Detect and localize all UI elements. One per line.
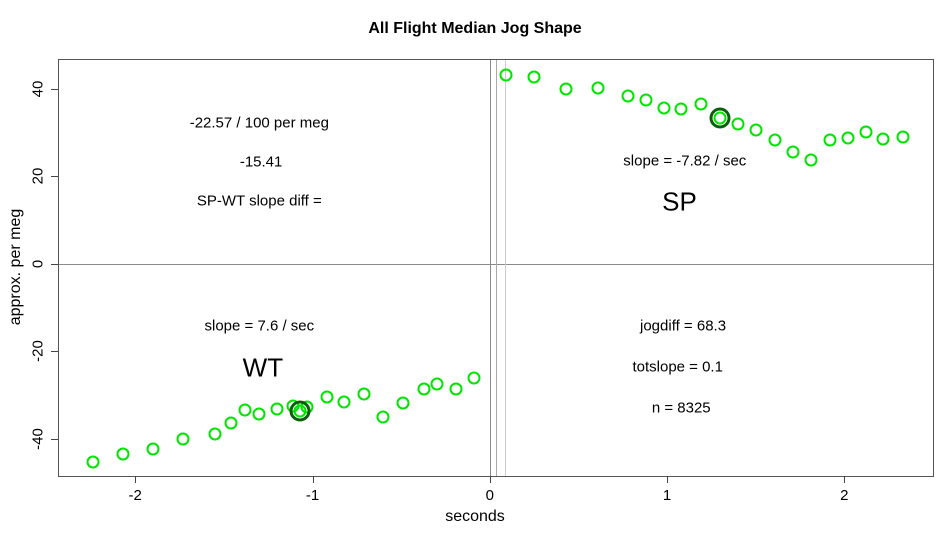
data-point-wt <box>238 403 252 417</box>
data-point-sp <box>749 123 763 137</box>
highlight-ring-sp <box>709 107 731 129</box>
x-tick-label: 0 <box>485 487 494 504</box>
data-point-sp <box>786 145 800 159</box>
chart-title: All Flight Median Jog Shape <box>368 20 582 37</box>
data-point-wt <box>270 402 284 416</box>
annotation-text: slope = -7.82 / sec <box>623 152 747 170</box>
y-tick-label: 0 <box>29 259 47 269</box>
zero-hline <box>59 263 933 265</box>
y-tick-label: -40 <box>29 427 47 450</box>
annotation-text: jogdiff = 68.3 <box>640 317 727 335</box>
data-point-wt <box>449 382 463 396</box>
data-point-sp <box>657 101 671 115</box>
data-point-wt <box>430 377 444 391</box>
data-point-sp <box>841 131 855 145</box>
zero-vline <box>489 60 491 476</box>
data-point-sp <box>768 133 782 147</box>
y-tick-label: -20 <box>29 340 47 363</box>
data-point-wt <box>252 407 266 421</box>
data-point-wt <box>224 416 238 430</box>
aux-vline <box>496 60 498 476</box>
data-point-sp <box>559 82 573 96</box>
x-tick <box>844 476 846 483</box>
aux-vline <box>505 60 507 476</box>
x-tick-label: 2 <box>840 487 849 504</box>
y-tick-label: 40 <box>29 80 47 98</box>
data-point-sp <box>896 130 910 144</box>
highlight-ring-wt <box>289 400 311 422</box>
data-point-sp <box>621 89 635 103</box>
data-point-sp <box>527 70 541 84</box>
x-tick-label: -1 <box>305 487 320 504</box>
data-point-sp <box>591 81 605 95</box>
annotation-text: SP <box>662 186 697 217</box>
data-point-sp <box>804 153 818 167</box>
annotation-text: -22.57 / 100 per meg <box>189 114 329 132</box>
y-tick <box>51 438 58 440</box>
annotation-text: SP-WT slope diff = <box>196 192 322 210</box>
data-point-wt <box>357 387 371 401</box>
data-point-wt <box>176 432 190 446</box>
data-point-wt <box>467 371 481 385</box>
data-point-wt <box>376 410 390 424</box>
y-tick <box>51 351 58 353</box>
x-axis-label: seconds <box>445 508 505 525</box>
data-point-wt <box>208 427 222 441</box>
y-tick-label: 20 <box>29 168 47 185</box>
annotation-text: slope = 7.6 / sec <box>204 317 315 335</box>
data-point-sp <box>823 133 837 147</box>
annotation-text: WT <box>242 352 284 383</box>
y-tick <box>51 263 58 265</box>
data-point-sp <box>674 102 688 116</box>
x-tick-label: -2 <box>128 487 142 504</box>
annotation-text: n = 8325 <box>651 399 711 417</box>
data-point-sp <box>876 132 890 146</box>
data-point-wt <box>337 395 351 409</box>
data-point-sp <box>694 97 708 111</box>
x-tick-label: 1 <box>662 487 672 504</box>
x-tick <box>667 476 669 483</box>
data-point-wt <box>86 455 100 469</box>
x-tick <box>135 476 137 483</box>
data-point-wt <box>417 382 431 396</box>
plot-area: -2 -1 0 1 2 -40 -20 0 20 40 -22.57 / 100 per meg -… <box>30 59 934 504</box>
data-point-wt <box>396 396 410 409</box>
data-point-sp <box>859 125 873 139</box>
data-point-sp <box>731 117 745 131</box>
data-point-wt <box>146 442 160 456</box>
annotation-text: totslope = 0.1 <box>632 358 723 376</box>
x-tick <box>489 476 491 483</box>
annotation-text: -15.41 <box>239 153 283 171</box>
data-point-sp <box>639 93 653 107</box>
y-axis-label: approx. per meg <box>7 208 24 326</box>
data-point-sp <box>499 68 513 82</box>
x-tick <box>312 476 314 483</box>
data-point-wt <box>116 447 130 461</box>
data-point-wt <box>320 390 334 404</box>
y-tick <box>51 176 58 178</box>
y-tick <box>51 88 58 90</box>
